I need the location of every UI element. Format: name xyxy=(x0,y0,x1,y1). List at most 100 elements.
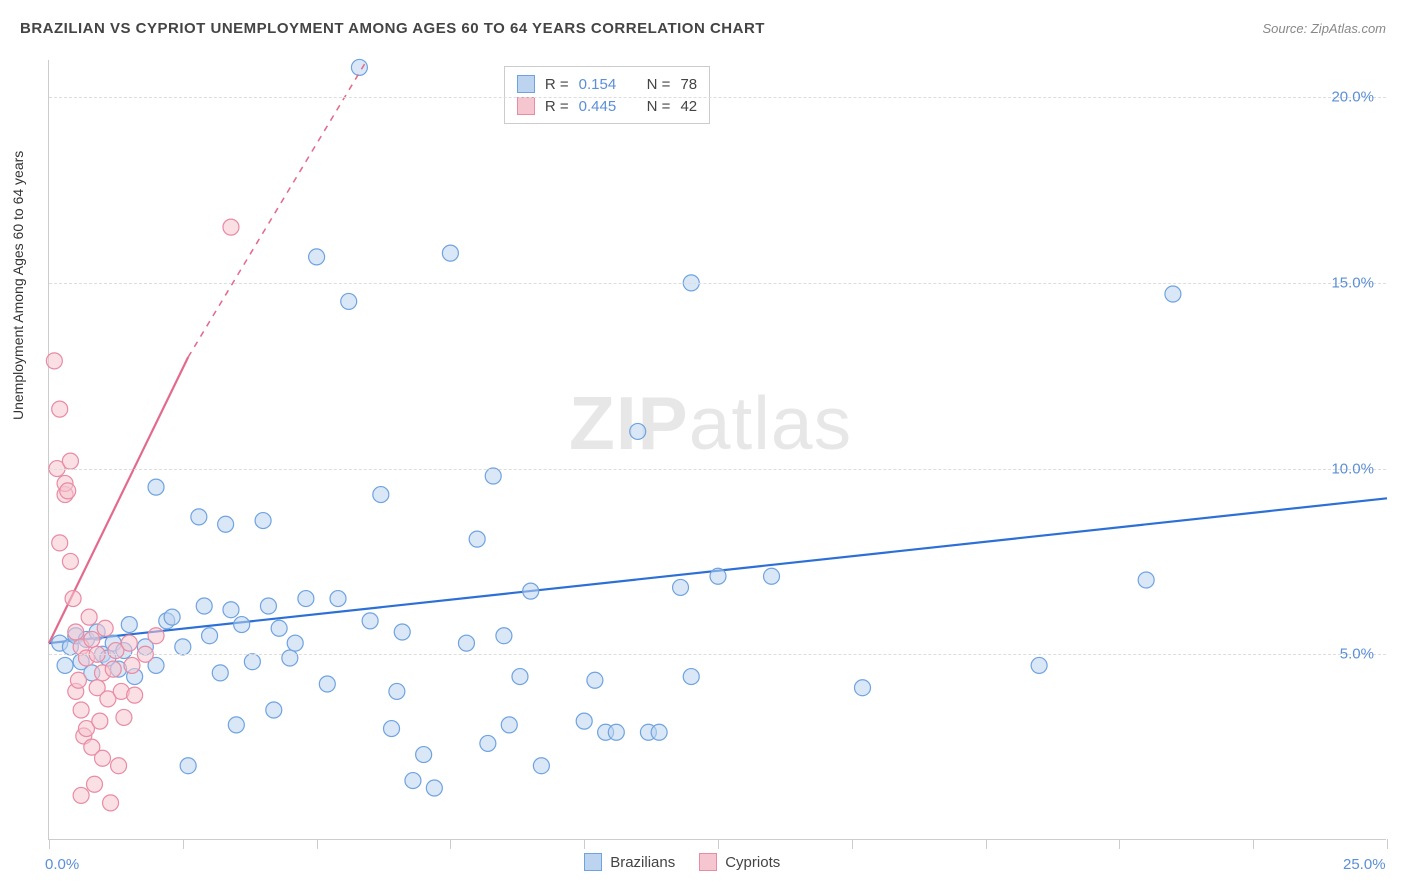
data-point xyxy=(68,624,84,640)
data-point xyxy=(576,713,592,729)
r-label: R = xyxy=(545,98,569,115)
data-point xyxy=(260,598,276,614)
data-point xyxy=(121,635,137,651)
data-point xyxy=(512,669,528,685)
data-point xyxy=(373,487,389,503)
legend-swatch xyxy=(517,97,535,115)
x-tick xyxy=(1387,839,1388,849)
data-point xyxy=(764,568,780,584)
n-value: 78 xyxy=(680,76,697,93)
x-tick xyxy=(718,839,719,849)
legend-swatch xyxy=(517,75,535,93)
data-point xyxy=(116,709,132,725)
gridline xyxy=(49,97,1386,98)
correlation-legend: R =0.154N =78R =0.445N =42 xyxy=(504,66,710,124)
data-point xyxy=(196,598,212,614)
data-point xyxy=(416,747,432,763)
x-tick-label: 25.0% xyxy=(1343,856,1386,873)
data-point xyxy=(84,631,100,647)
legend-label: Brazilians xyxy=(610,854,675,871)
data-point xyxy=(105,661,121,677)
x-tick xyxy=(1253,839,1254,849)
data-point xyxy=(480,735,496,751)
data-point xyxy=(442,245,458,261)
y-tick-label: 20.0% xyxy=(1331,89,1374,106)
data-point xyxy=(405,773,421,789)
legend-swatch xyxy=(699,853,717,871)
data-point xyxy=(95,750,111,766)
data-point xyxy=(244,654,260,670)
trend-line-dashed xyxy=(188,64,365,357)
data-point xyxy=(73,702,89,718)
data-point xyxy=(673,579,689,595)
data-point xyxy=(121,617,137,633)
legend-corr-row: R =0.154N =78 xyxy=(517,73,697,95)
data-point xyxy=(148,628,164,644)
data-point xyxy=(485,468,501,484)
data-point xyxy=(351,59,367,75)
x-tick xyxy=(49,839,50,849)
data-point xyxy=(341,293,357,309)
data-point xyxy=(70,672,86,688)
data-point xyxy=(52,401,68,417)
x-tick xyxy=(183,839,184,849)
data-point xyxy=(202,628,218,644)
data-point xyxy=(683,669,699,685)
x-tick xyxy=(1119,839,1120,849)
legend-item: Brazilians xyxy=(584,853,675,871)
legend-swatch xyxy=(584,853,602,871)
data-point xyxy=(384,721,400,737)
r-label: R = xyxy=(545,76,569,93)
legend-corr-row: R =0.445N =42 xyxy=(517,95,697,117)
data-point xyxy=(630,423,646,439)
data-point xyxy=(60,483,76,499)
data-point xyxy=(362,613,378,629)
data-point xyxy=(458,635,474,651)
legend-item: Cypriots xyxy=(699,853,780,871)
data-point xyxy=(92,713,108,729)
x-tick-label: 0.0% xyxy=(45,856,79,873)
gridline xyxy=(49,654,1386,655)
data-point xyxy=(191,509,207,525)
data-point xyxy=(228,717,244,733)
x-tick xyxy=(852,839,853,849)
data-point xyxy=(81,609,97,625)
data-point xyxy=(103,795,119,811)
data-point xyxy=(57,657,73,673)
data-point xyxy=(111,758,127,774)
data-point xyxy=(127,687,143,703)
data-point xyxy=(266,702,282,718)
n-label: N = xyxy=(647,98,671,115)
data-point xyxy=(46,353,62,369)
data-point xyxy=(330,591,346,607)
chart-header: BRAZILIAN VS CYPRIOT UNEMPLOYMENT AMONG … xyxy=(20,20,1386,37)
data-point xyxy=(180,758,196,774)
data-point xyxy=(223,602,239,618)
data-point xyxy=(855,680,871,696)
data-point xyxy=(164,609,180,625)
y-axis-label: Unemployment Among Ages 60 to 64 years xyxy=(10,151,26,420)
data-point xyxy=(469,531,485,547)
data-point xyxy=(651,724,667,740)
data-point xyxy=(496,628,512,644)
x-tick xyxy=(584,839,585,849)
data-point xyxy=(234,617,250,633)
y-tick-label: 15.0% xyxy=(1331,274,1374,291)
data-point xyxy=(148,479,164,495)
data-point xyxy=(426,780,442,796)
data-point xyxy=(1138,572,1154,588)
data-point xyxy=(608,724,624,740)
data-point xyxy=(212,665,228,681)
gridline xyxy=(49,469,1386,470)
data-point xyxy=(271,620,287,636)
n-label: N = xyxy=(647,76,671,93)
chart-source: Source: ZipAtlas.com xyxy=(1262,21,1386,36)
data-point xyxy=(710,568,726,584)
gridline xyxy=(49,283,1386,284)
x-tick xyxy=(450,839,451,849)
data-point xyxy=(255,513,271,529)
data-point xyxy=(501,717,517,733)
data-point xyxy=(218,516,234,532)
series-legend: Brazilians Cypriots xyxy=(584,853,780,871)
data-point xyxy=(52,535,68,551)
